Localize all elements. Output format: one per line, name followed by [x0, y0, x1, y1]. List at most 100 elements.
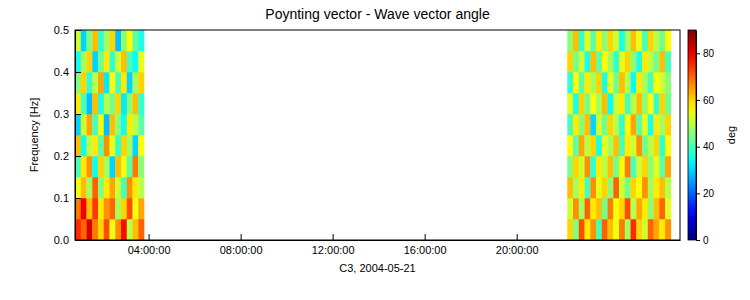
x-tick-mark — [241, 234, 242, 240]
x-axis-line — [76, 240, 681, 241]
cell — [648, 93, 654, 114]
cell — [590, 51, 596, 72]
cell — [636, 93, 642, 114]
cell — [608, 114, 614, 135]
cell — [127, 30, 133, 51]
cell — [87, 219, 93, 240]
cell — [585, 114, 591, 135]
y-tick-label: 0.0 — [54, 234, 69, 246]
cell — [104, 114, 110, 135]
cell — [92, 93, 98, 114]
cell — [110, 72, 116, 93]
x-tick-mark — [333, 234, 334, 240]
cell — [590, 114, 596, 135]
cell — [121, 30, 127, 51]
x-tick-mark — [517, 234, 518, 240]
cell — [619, 135, 625, 156]
cell — [110, 156, 116, 177]
cell — [133, 198, 139, 219]
cell — [608, 93, 614, 114]
x-tick-label: 12:00:00 — [312, 244, 355, 256]
x-tick-label: 08:00:00 — [220, 244, 263, 256]
cell — [138, 72, 144, 93]
cell — [104, 156, 110, 177]
cell — [619, 177, 625, 198]
cell — [613, 72, 619, 93]
cell — [590, 72, 596, 93]
cell — [613, 93, 619, 114]
color-bar-tick-label: 40 — [703, 141, 715, 152]
cell — [619, 198, 625, 219]
cell — [654, 72, 660, 93]
cell — [115, 135, 121, 156]
cell — [579, 93, 585, 114]
cell — [613, 198, 619, 219]
cell — [654, 51, 660, 72]
cell — [98, 177, 104, 198]
cell — [654, 93, 660, 114]
cell — [602, 177, 608, 198]
cell — [573, 93, 579, 114]
cell — [636, 72, 642, 93]
cell — [590, 135, 596, 156]
cell — [642, 198, 648, 219]
cell — [648, 135, 654, 156]
y-tick-mark — [75, 156, 81, 157]
cell — [625, 219, 631, 240]
cell — [104, 51, 110, 72]
y-axis: 0.00.10.20.30.40.5 — [54, 24, 81, 246]
cell — [121, 135, 127, 156]
color-bar-tick-mark — [696, 100, 700, 101]
color-bar-tick-mark — [696, 193, 700, 194]
cell — [579, 51, 585, 72]
cell — [665, 93, 671, 114]
y-tick: 0.1 — [54, 192, 81, 204]
cell — [654, 156, 660, 177]
cell — [636, 51, 642, 72]
cell — [92, 135, 98, 156]
cell — [138, 30, 144, 51]
cell — [642, 135, 648, 156]
cell — [98, 72, 104, 93]
color-bar-tick-mark — [696, 147, 700, 148]
cell — [579, 198, 585, 219]
color-bar-tick: 80 — [696, 48, 715, 59]
cell — [92, 51, 98, 72]
color-bar-tick-label: 20 — [703, 188, 715, 199]
cell — [573, 219, 579, 240]
cell — [602, 72, 608, 93]
cell — [579, 156, 585, 177]
x-tick-mark — [425, 234, 426, 240]
cell — [121, 219, 127, 240]
cell — [631, 51, 637, 72]
cell — [596, 135, 602, 156]
cell — [98, 51, 104, 72]
cells — [75, 30, 671, 240]
cell — [642, 72, 648, 93]
x-tick: 04:00:00 — [128, 234, 171, 256]
cell — [87, 72, 93, 93]
cell — [659, 156, 665, 177]
cell — [81, 114, 87, 135]
cell — [642, 114, 648, 135]
cell — [138, 198, 144, 219]
cell — [104, 93, 110, 114]
x-tick: 12:00:00 — [312, 234, 355, 256]
cell — [121, 93, 127, 114]
cell — [567, 51, 573, 72]
cell — [92, 156, 98, 177]
cell — [115, 156, 121, 177]
cell — [81, 135, 87, 156]
cell — [127, 114, 133, 135]
cell — [602, 51, 608, 72]
cell — [579, 30, 585, 51]
cell — [585, 72, 591, 93]
cell — [619, 30, 625, 51]
cell — [642, 177, 648, 198]
cell — [636, 114, 642, 135]
cell — [585, 198, 591, 219]
cell — [602, 135, 608, 156]
cell — [92, 219, 98, 240]
x-tick-mark — [149, 234, 150, 240]
title: Poynting vector - Wave vector angle — [265, 6, 490, 22]
